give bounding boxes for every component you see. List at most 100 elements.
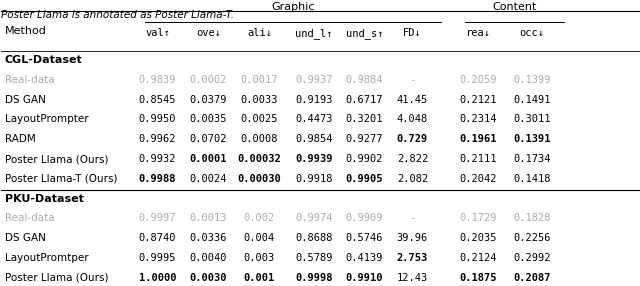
Text: 4.048: 4.048 — [397, 114, 428, 124]
Text: Poster Llama-T (Ours): Poster Llama-T (Ours) — [4, 174, 117, 184]
Text: 0.8688: 0.8688 — [295, 233, 332, 243]
Text: 0.00030: 0.00030 — [237, 174, 282, 184]
Text: 0.2111: 0.2111 — [460, 154, 497, 164]
Text: Real-data: Real-data — [4, 75, 54, 85]
Text: 0.2035: 0.2035 — [460, 233, 497, 243]
Text: rea↓: rea↓ — [465, 28, 490, 37]
Text: DS GAN: DS GAN — [4, 95, 45, 105]
Text: 0.9995: 0.9995 — [139, 253, 176, 263]
Text: Real-data: Real-data — [4, 213, 54, 223]
Text: 0.0025: 0.0025 — [241, 114, 278, 124]
Text: Poster Llama is annotated as Poster Llama-T.: Poster Llama is annotated as Poster Llam… — [1, 10, 234, 20]
Text: 0.9193: 0.9193 — [295, 95, 332, 105]
Text: 0.2256: 0.2256 — [513, 233, 551, 243]
Text: 0.9988: 0.9988 — [139, 174, 176, 184]
Text: 0.0040: 0.0040 — [189, 253, 227, 263]
Text: und_l↑: und_l↑ — [295, 28, 332, 39]
Text: 0.6717: 0.6717 — [346, 95, 383, 105]
Text: 0.3201: 0.3201 — [346, 114, 383, 124]
Text: CGL-Dataset: CGL-Dataset — [4, 55, 83, 65]
Text: 0.9909: 0.9909 — [346, 213, 383, 223]
Text: 0.729: 0.729 — [397, 134, 428, 144]
Text: 0.9839: 0.9839 — [139, 75, 176, 85]
Text: RADM: RADM — [4, 134, 35, 144]
Text: 0.9910: 0.9910 — [346, 273, 383, 283]
Text: 41.45: 41.45 — [397, 95, 428, 105]
Text: val↑: val↑ — [145, 28, 170, 37]
Text: 0.0702: 0.0702 — [189, 134, 227, 144]
Text: 0.1418: 0.1418 — [513, 174, 551, 184]
Text: und_s↑: und_s↑ — [346, 28, 383, 39]
Text: 0.0001: 0.0001 — [189, 154, 227, 164]
Text: 0.9962: 0.9962 — [139, 134, 176, 144]
Text: 0.002: 0.002 — [244, 213, 275, 223]
Text: 0.001: 0.001 — [244, 273, 275, 283]
Text: LayoutPrompter: LayoutPrompter — [4, 114, 88, 124]
Text: occ↓: occ↓ — [520, 28, 545, 37]
Text: 0.0024: 0.0024 — [189, 174, 227, 184]
Text: 0.1491: 0.1491 — [513, 95, 551, 105]
Text: 0.00032: 0.00032 — [237, 154, 282, 164]
Text: 0.0013: 0.0013 — [189, 213, 227, 223]
Text: 0.9918: 0.9918 — [295, 174, 332, 184]
Text: 0.9277: 0.9277 — [346, 134, 383, 144]
Text: -: - — [409, 75, 415, 85]
Text: 0.1828: 0.1828 — [513, 213, 551, 223]
Text: 0.003: 0.003 — [244, 253, 275, 263]
Text: 0.004: 0.004 — [244, 233, 275, 243]
Text: 0.0002: 0.0002 — [189, 75, 227, 85]
Text: 0.9937: 0.9937 — [295, 75, 332, 85]
Text: 0.0336: 0.0336 — [189, 233, 227, 243]
Text: 0.2059: 0.2059 — [460, 75, 497, 85]
Text: 0.8740: 0.8740 — [139, 233, 176, 243]
Text: 1.0000: 1.0000 — [139, 273, 176, 283]
Text: Content: Content — [493, 3, 537, 13]
Text: -: - — [409, 213, 415, 223]
Text: 0.1399: 0.1399 — [513, 75, 551, 85]
Text: ali↓: ali↓ — [247, 28, 272, 37]
Text: 0.9905: 0.9905 — [346, 174, 383, 184]
Text: 2.822: 2.822 — [397, 154, 428, 164]
Text: 0.0017: 0.0017 — [241, 75, 278, 85]
Text: 0.4473: 0.4473 — [295, 114, 332, 124]
Text: LayoutPromtper: LayoutPromtper — [4, 253, 88, 263]
Text: 0.0033: 0.0033 — [241, 95, 278, 105]
Text: Poster Llama (Ours): Poster Llama (Ours) — [4, 273, 108, 283]
Text: 0.2992: 0.2992 — [513, 253, 551, 263]
Text: 0.2314: 0.2314 — [460, 114, 497, 124]
Text: Graphic: Graphic — [271, 3, 315, 13]
Text: 12.43: 12.43 — [397, 273, 428, 283]
Text: 0.9997: 0.9997 — [139, 213, 176, 223]
Text: Poster Llama (Ours): Poster Llama (Ours) — [4, 154, 108, 164]
Text: 0.1734: 0.1734 — [513, 154, 551, 164]
Text: PKU-Dataset: PKU-Dataset — [4, 194, 83, 204]
Text: 0.5746: 0.5746 — [346, 233, 383, 243]
Text: 0.2042: 0.2042 — [460, 174, 497, 184]
Text: 0.2124: 0.2124 — [460, 253, 497, 263]
Text: 2.082: 2.082 — [397, 174, 428, 184]
Text: 0.4139: 0.4139 — [346, 253, 383, 263]
Text: Method: Method — [4, 26, 47, 36]
Text: 0.2087: 0.2087 — [513, 273, 551, 283]
Text: 0.0379: 0.0379 — [189, 95, 227, 105]
Text: 0.2121: 0.2121 — [460, 95, 497, 105]
Text: 0.9884: 0.9884 — [346, 75, 383, 85]
Text: ove↓: ove↓ — [196, 28, 221, 37]
Text: 0.9939: 0.9939 — [295, 154, 332, 164]
Text: 0.9950: 0.9950 — [139, 114, 176, 124]
Text: 39.96: 39.96 — [397, 233, 428, 243]
Text: 0.9854: 0.9854 — [295, 134, 332, 144]
Text: 2.753: 2.753 — [397, 253, 428, 263]
Text: 0.0035: 0.0035 — [189, 114, 227, 124]
Text: 0.9974: 0.9974 — [295, 213, 332, 223]
Text: DS GAN: DS GAN — [4, 233, 45, 243]
Text: 0.1391: 0.1391 — [513, 134, 551, 144]
Text: 0.9998: 0.9998 — [295, 273, 332, 283]
Text: 0.1961: 0.1961 — [460, 134, 497, 144]
Text: 0.8545: 0.8545 — [139, 95, 176, 105]
Text: 0.5789: 0.5789 — [295, 253, 332, 263]
Text: 0.1875: 0.1875 — [460, 273, 497, 283]
Text: 0.1729: 0.1729 — [460, 213, 497, 223]
Text: 0.9932: 0.9932 — [139, 154, 176, 164]
Text: 0.3011: 0.3011 — [513, 114, 551, 124]
